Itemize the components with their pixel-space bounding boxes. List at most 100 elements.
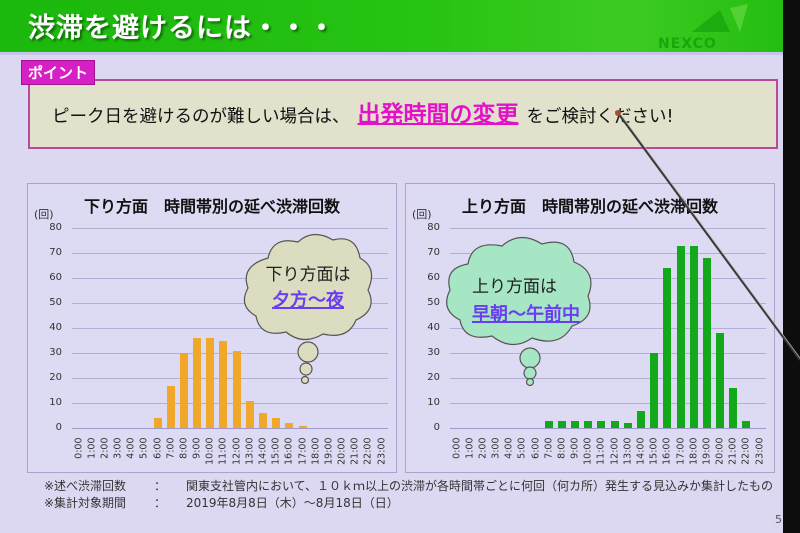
gridline	[450, 378, 766, 379]
y-tick-label: 20	[427, 372, 440, 383]
bar-slot	[125, 228, 138, 428]
x-tick-label: 20:00	[336, 437, 348, 465]
gridline	[72, 378, 388, 379]
cloud-shape-icon	[446, 236, 592, 387]
x-tick-label: 1:00	[464, 437, 476, 459]
bar-slot	[569, 228, 582, 428]
gridline	[72, 228, 388, 229]
bar	[179, 353, 188, 428]
y-tick-label: 30	[427, 347, 440, 358]
gridline	[72, 328, 388, 329]
bar-slot	[296, 228, 309, 428]
bar-slot	[727, 228, 740, 428]
bar	[636, 410, 645, 428]
bar	[166, 385, 175, 428]
bar	[702, 258, 711, 428]
cloud-text-down-1: 下り方面は	[265, 265, 351, 285]
y-tick-label: 70	[49, 247, 62, 258]
x-tick-label: 17:00	[675, 437, 686, 465]
bar	[153, 418, 162, 428]
y-tick-label: 30	[49, 347, 62, 358]
x-tick-label: 10:00	[204, 437, 216, 465]
bar-slot	[230, 228, 243, 428]
thought-cloud-down: 下り方面は 夕方～夜	[238, 228, 378, 388]
gridline	[450, 428, 766, 429]
point-text-after: をご検討ください!	[526, 107, 674, 127]
bar-slot	[648, 228, 661, 428]
bar	[584, 420, 593, 428]
x-tick-label: 7:00	[543, 437, 555, 459]
point-text-before: ピーク日を避けるのが難しい場合は、	[52, 107, 350, 127]
bar-slot	[72, 228, 85, 428]
thought-cloud-up: 上り方面は 早朝～午前中	[440, 228, 600, 388]
x-tick-label: 16:00	[661, 437, 673, 465]
gridline	[450, 278, 766, 279]
bar	[232, 350, 241, 428]
x-tick-label: 18:00	[688, 437, 700, 465]
page-number: 5	[775, 513, 782, 526]
bar	[219, 340, 228, 428]
x-tick-label: 21:00	[349, 437, 361, 465]
nexco-logo-text: NEXCO	[658, 36, 717, 52]
x-tick-label: 21:00	[727, 437, 739, 465]
y-axis-unit-down: (回)	[34, 208, 54, 221]
y-tick-label: 50	[49, 297, 62, 308]
y-tick-label: 50	[427, 297, 440, 308]
y-tick-label: 0	[55, 422, 62, 433]
gridline	[450, 403, 766, 404]
bar	[245, 400, 254, 428]
bar-slot	[283, 228, 296, 428]
x-tick-label: 17:00	[297, 437, 308, 465]
y-tick-label: 10	[49, 397, 62, 408]
bar-slot	[112, 228, 125, 428]
footnote-colon: ：	[154, 496, 167, 510]
x-tick-label: 6:00	[152, 437, 164, 459]
y-tick-label: 10	[427, 397, 440, 408]
footnote-row: ※集計対象期間 ： 2019年8月8日（木）～8月18日（日）	[44, 495, 773, 512]
bar-slot	[243, 228, 256, 428]
x-tick-label: 8:00	[178, 437, 190, 459]
slide: 渋滞を避けるには・・・ NEXCO ポイント ピーク日を避けるのが難しい場合は、…	[0, 0, 783, 533]
bar-slot	[191, 228, 204, 428]
y-tick-label: 40	[427, 322, 440, 333]
gridline	[450, 228, 766, 229]
bar	[298, 425, 307, 428]
x-tick-label: 8:00	[556, 437, 568, 459]
header-bar: 渋滞を避けるには・・・ NEXCO	[0, 0, 783, 54]
gridline	[450, 328, 766, 329]
cloud-text-up-2: 早朝～午前中	[472, 304, 580, 325]
x-tick-label: 10:00	[582, 437, 594, 465]
x-tick-label: 22:00	[740, 437, 752, 465]
point-highlight: 出発時間の変更	[357, 102, 519, 128]
bar	[676, 245, 685, 428]
bar-slot	[151, 228, 164, 428]
bar	[729, 388, 738, 428]
x-tick-label: 14:00	[635, 437, 647, 465]
bar-slot	[674, 228, 687, 428]
y-axis-unit-up: (回)	[412, 208, 432, 221]
bar-slot	[621, 228, 634, 428]
x-tick-label: 2:00	[477, 437, 489, 459]
x-tick-label: 19:00	[701, 437, 713, 465]
y-tick-label: 70	[427, 247, 440, 258]
bar	[650, 353, 659, 428]
gridline	[450, 353, 766, 354]
bar	[285, 423, 294, 428]
footnote-value: 関東支社管内において、１０ｋｍ以上の渋滞が各時間帯ごとに何回（何カ所）発生する見…	[186, 479, 774, 493]
bar-slot	[595, 228, 608, 428]
bar-slot	[164, 228, 177, 428]
bar-slot	[256, 228, 269, 428]
bar	[193, 338, 202, 428]
bar-slot	[98, 228, 111, 428]
x-tick-label: 12:00	[231, 437, 243, 465]
x-tick-label: 13:00	[244, 437, 256, 465]
bar	[610, 420, 619, 428]
bar	[272, 418, 281, 428]
x-tick-label: 0:00	[73, 437, 85, 459]
bar-slot	[85, 228, 98, 428]
chart-title-down: 下り方面 時間帯別の延べ渋滞回数	[83, 197, 340, 216]
footnote-key: ※集計対象期間	[44, 496, 127, 510]
x-tick-label: 5:00	[516, 437, 528, 459]
chart-title-up: 上り方面 時間帯別の延べ渋滞回数	[461, 197, 718, 216]
x-tick-label: 9:00	[569, 437, 581, 459]
